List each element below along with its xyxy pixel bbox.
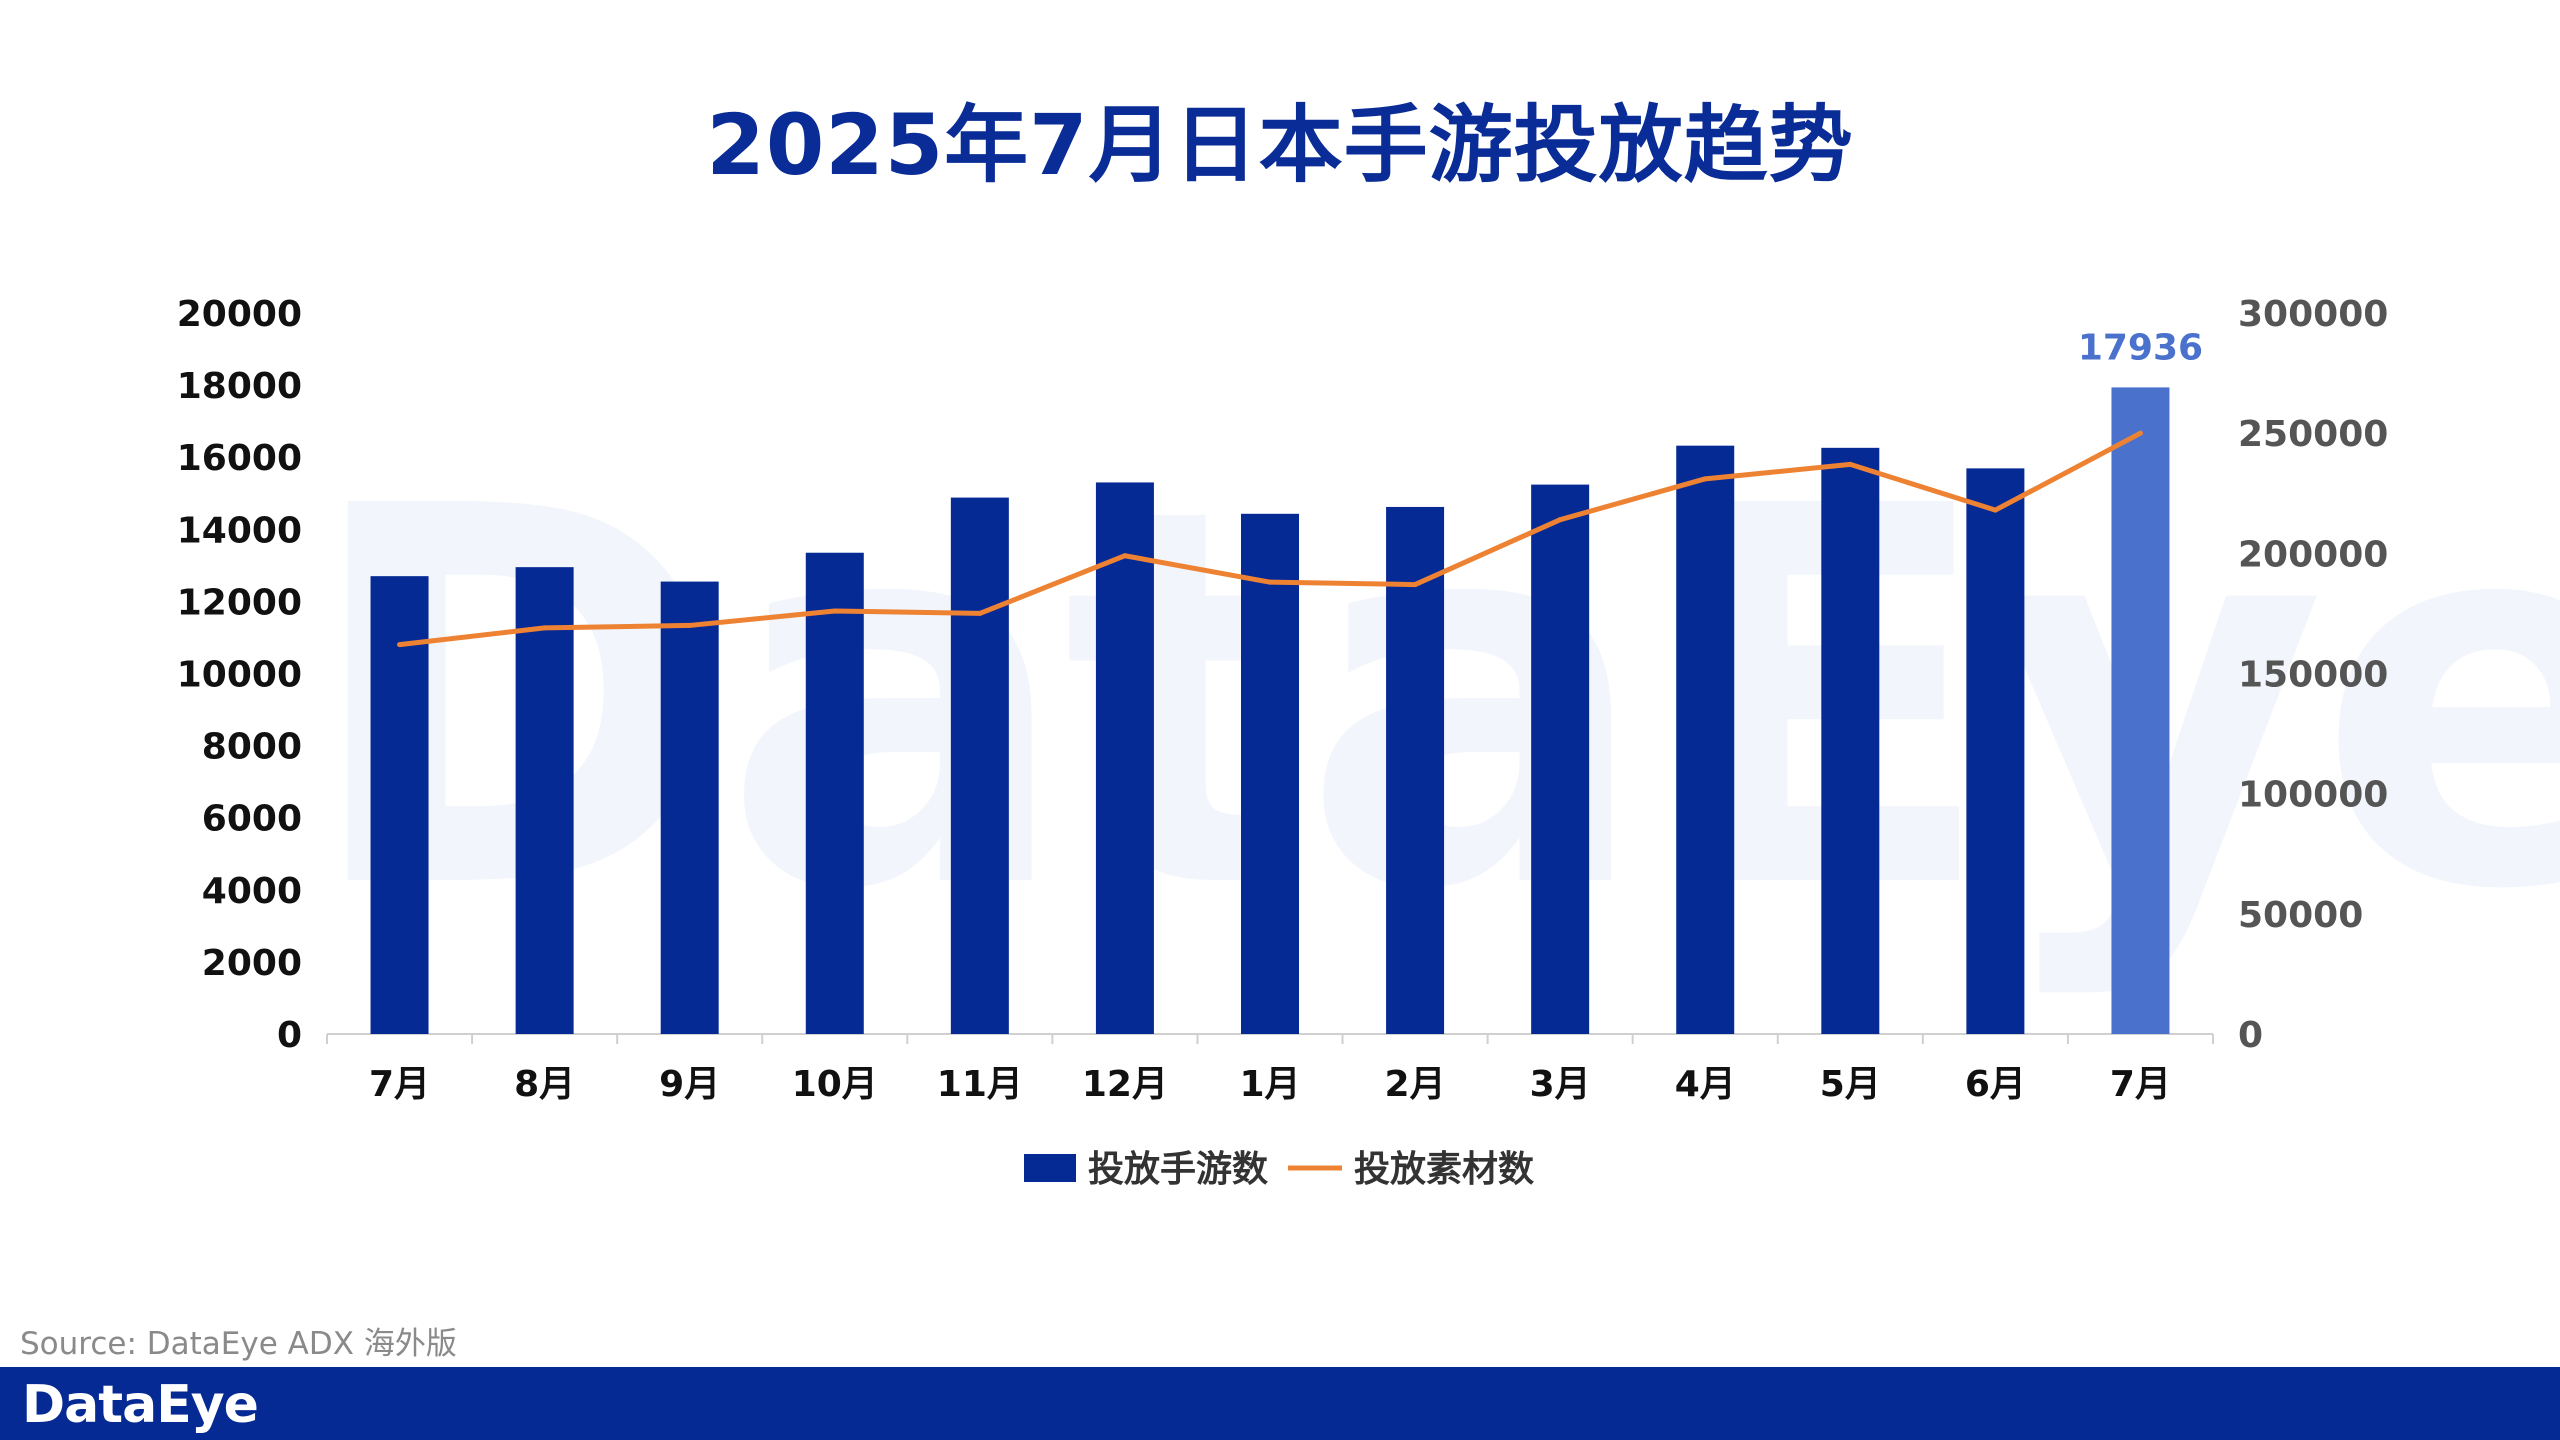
bar-3 bbox=[805, 552, 864, 1034]
right-tick-4: 200000 bbox=[2238, 534, 2388, 575]
legend-bar-swatch bbox=[1024, 1154, 1076, 1182]
right-axis-ticks: 0 50000 100000 150000 200000 250000 300000 bbox=[2238, 294, 2388, 1056]
x-tick-7: 2月 bbox=[1385, 1064, 1446, 1105]
line-point-8 bbox=[1557, 517, 1563, 523]
x-tick-0: 7月 bbox=[369, 1064, 430, 1105]
bar-2 bbox=[660, 581, 719, 1034]
line-point-6 bbox=[1267, 579, 1273, 585]
line-point-9 bbox=[1702, 476, 1708, 482]
line-point-2 bbox=[687, 622, 693, 628]
right-tick-6: 300000 bbox=[2238, 294, 2388, 335]
x-tick-5: 12月 bbox=[1082, 1064, 1168, 1105]
left-tick-4: 8000 bbox=[202, 727, 302, 768]
footer-bar: DataEye bbox=[0, 1367, 2560, 1440]
x-tick-10: 5月 bbox=[1820, 1064, 1881, 1105]
x-tick-3: 10月 bbox=[792, 1064, 878, 1105]
x-axis-ticks: 7月 8月 9月 10月 11月 12月 1月 2月 3月 4月 5月 6月 7月 bbox=[369, 1064, 2171, 1105]
left-tick-5: 10000 bbox=[177, 655, 302, 696]
x-tick-2: 9月 bbox=[659, 1064, 720, 1105]
bar-12 bbox=[2111, 387, 2170, 1034]
left-tick-10: 20000 bbox=[177, 294, 302, 335]
legend-line-label: 投放素材数 bbox=[1354, 1149, 1534, 1190]
source-note: Source: DataEye ADX 海外版 bbox=[20, 1326, 457, 1362]
left-tick-3: 6000 bbox=[202, 799, 302, 840]
bar-series bbox=[370, 387, 2170, 1035]
left-axis-ticks: 0 2000 4000 6000 8000 10000 12000 14000 16000 180… bbox=[177, 294, 302, 1056]
bar-10 bbox=[1821, 447, 1880, 1034]
right-tick-0: 0 bbox=[2238, 1015, 2263, 1056]
right-tick-2: 100000 bbox=[2238, 775, 2388, 816]
bar-7 bbox=[1386, 506, 1445, 1035]
left-tick-6: 12000 bbox=[177, 582, 302, 623]
line-point-10 bbox=[1847, 461, 1853, 467]
line-point-12 bbox=[2137, 430, 2143, 436]
x-tick-8: 3月 bbox=[1530, 1064, 1591, 1105]
bar-0 bbox=[370, 576, 429, 1034]
bar-5 bbox=[1095, 482, 1154, 1034]
chart-title: 2025年7月日本手游投放趋势 bbox=[706, 96, 1854, 194]
x-tick-6: 1月 bbox=[1239, 1064, 1300, 1105]
left-tick-8: 16000 bbox=[177, 438, 302, 479]
bar-4 bbox=[950, 497, 1009, 1034]
line-point-5 bbox=[1122, 553, 1128, 559]
right-tick-5: 250000 bbox=[2238, 414, 2388, 455]
line-point-1 bbox=[542, 625, 548, 631]
bar-1 bbox=[515, 567, 574, 1034]
line-point-4 bbox=[977, 610, 983, 616]
bar-8 bbox=[1531, 484, 1590, 1034]
bar-6 bbox=[1241, 513, 1299, 1034]
x-tick-11: 6月 bbox=[1965, 1064, 2026, 1105]
x-tick-9: 4月 bbox=[1675, 1064, 1736, 1105]
x-tick-4: 11月 bbox=[937, 1064, 1023, 1105]
bar-9 bbox=[1676, 445, 1735, 1034]
line-point-0 bbox=[397, 642, 403, 648]
line-series bbox=[397, 430, 2143, 648]
left-tick-2: 4000 bbox=[202, 871, 302, 912]
legend-bar-label: 投放手游数 bbox=[1088, 1149, 1268, 1190]
line-point-7 bbox=[1412, 582, 1418, 588]
right-tick-3: 150000 bbox=[2238, 655, 2388, 696]
left-tick-9: 18000 bbox=[177, 366, 302, 407]
x-tick-1: 8月 bbox=[514, 1064, 575, 1105]
data-labels: 17936 bbox=[2078, 327, 2203, 368]
x-tick-12: 7月 bbox=[2110, 1064, 2171, 1105]
axis-lines bbox=[326, 1033, 2214, 1044]
footer-logo: DataEye bbox=[22, 1375, 259, 1435]
right-tick-1: 50000 bbox=[2238, 895, 2363, 936]
left-tick-7: 14000 bbox=[177, 510, 302, 551]
highlight-data-label: 17936 bbox=[2078, 327, 2203, 368]
left-tick-0: 0 bbox=[277, 1015, 302, 1056]
bar-11 bbox=[1966, 468, 2025, 1034]
line-point-3 bbox=[832, 608, 838, 614]
line-point-11 bbox=[1992, 507, 1998, 513]
left-tick-1: 2000 bbox=[202, 943, 302, 984]
legend: 投放手游数 投放素材数 bbox=[1024, 1149, 1534, 1190]
